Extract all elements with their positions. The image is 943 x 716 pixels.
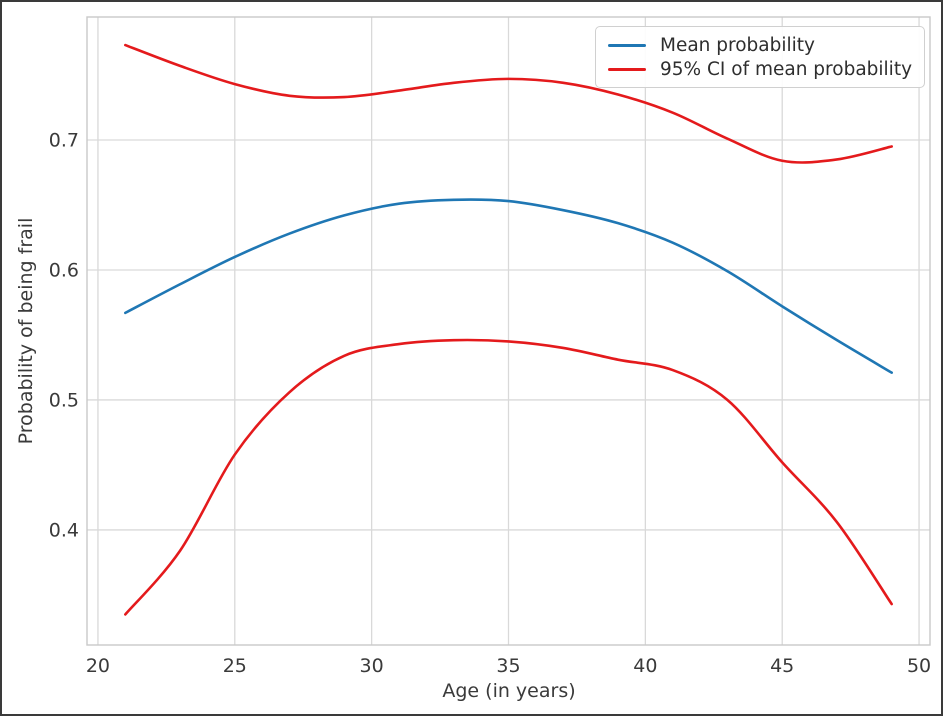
- y-tick-label: 0.6: [49, 259, 79, 281]
- y-axis-label: Probability of being frail: [15, 217, 37, 445]
- y-tick-label: 0.4: [49, 519, 79, 541]
- mean-line-swatch-icon: [608, 43, 646, 47]
- x-tick-label: 20: [86, 655, 110, 677]
- x-tick-label: 30: [360, 655, 384, 677]
- legend: Mean probability 95% CI of mean probabil…: [595, 26, 925, 88]
- legend-item-ci: 95% CI of mean probability: [608, 57, 914, 81]
- legend-label-mean: Mean probability: [660, 34, 815, 56]
- ci-upper-line: [124, 43, 893, 164]
- plot-border: [86, 16, 931, 646]
- mean-probability-line: [124, 198, 893, 374]
- x-tick-label: 45: [770, 655, 794, 677]
- ci-lower-line: [124, 338, 893, 616]
- legend-item-mean: Mean probability: [608, 33, 914, 57]
- x-tick-label: 40: [633, 655, 657, 677]
- legend-label-ci: 95% CI of mean probability: [660, 58, 913, 80]
- x-tick-label: 35: [496, 655, 520, 677]
- y-tick-label: 0.5: [49, 389, 79, 411]
- x-tick-label: 50: [907, 655, 931, 677]
- ci-line-swatch-icon: [608, 67, 646, 71]
- x-tick-label: 25: [223, 655, 247, 677]
- x-axis-label: Age (in years): [442, 680, 576, 702]
- y-tick-label: 0.7: [49, 129, 79, 151]
